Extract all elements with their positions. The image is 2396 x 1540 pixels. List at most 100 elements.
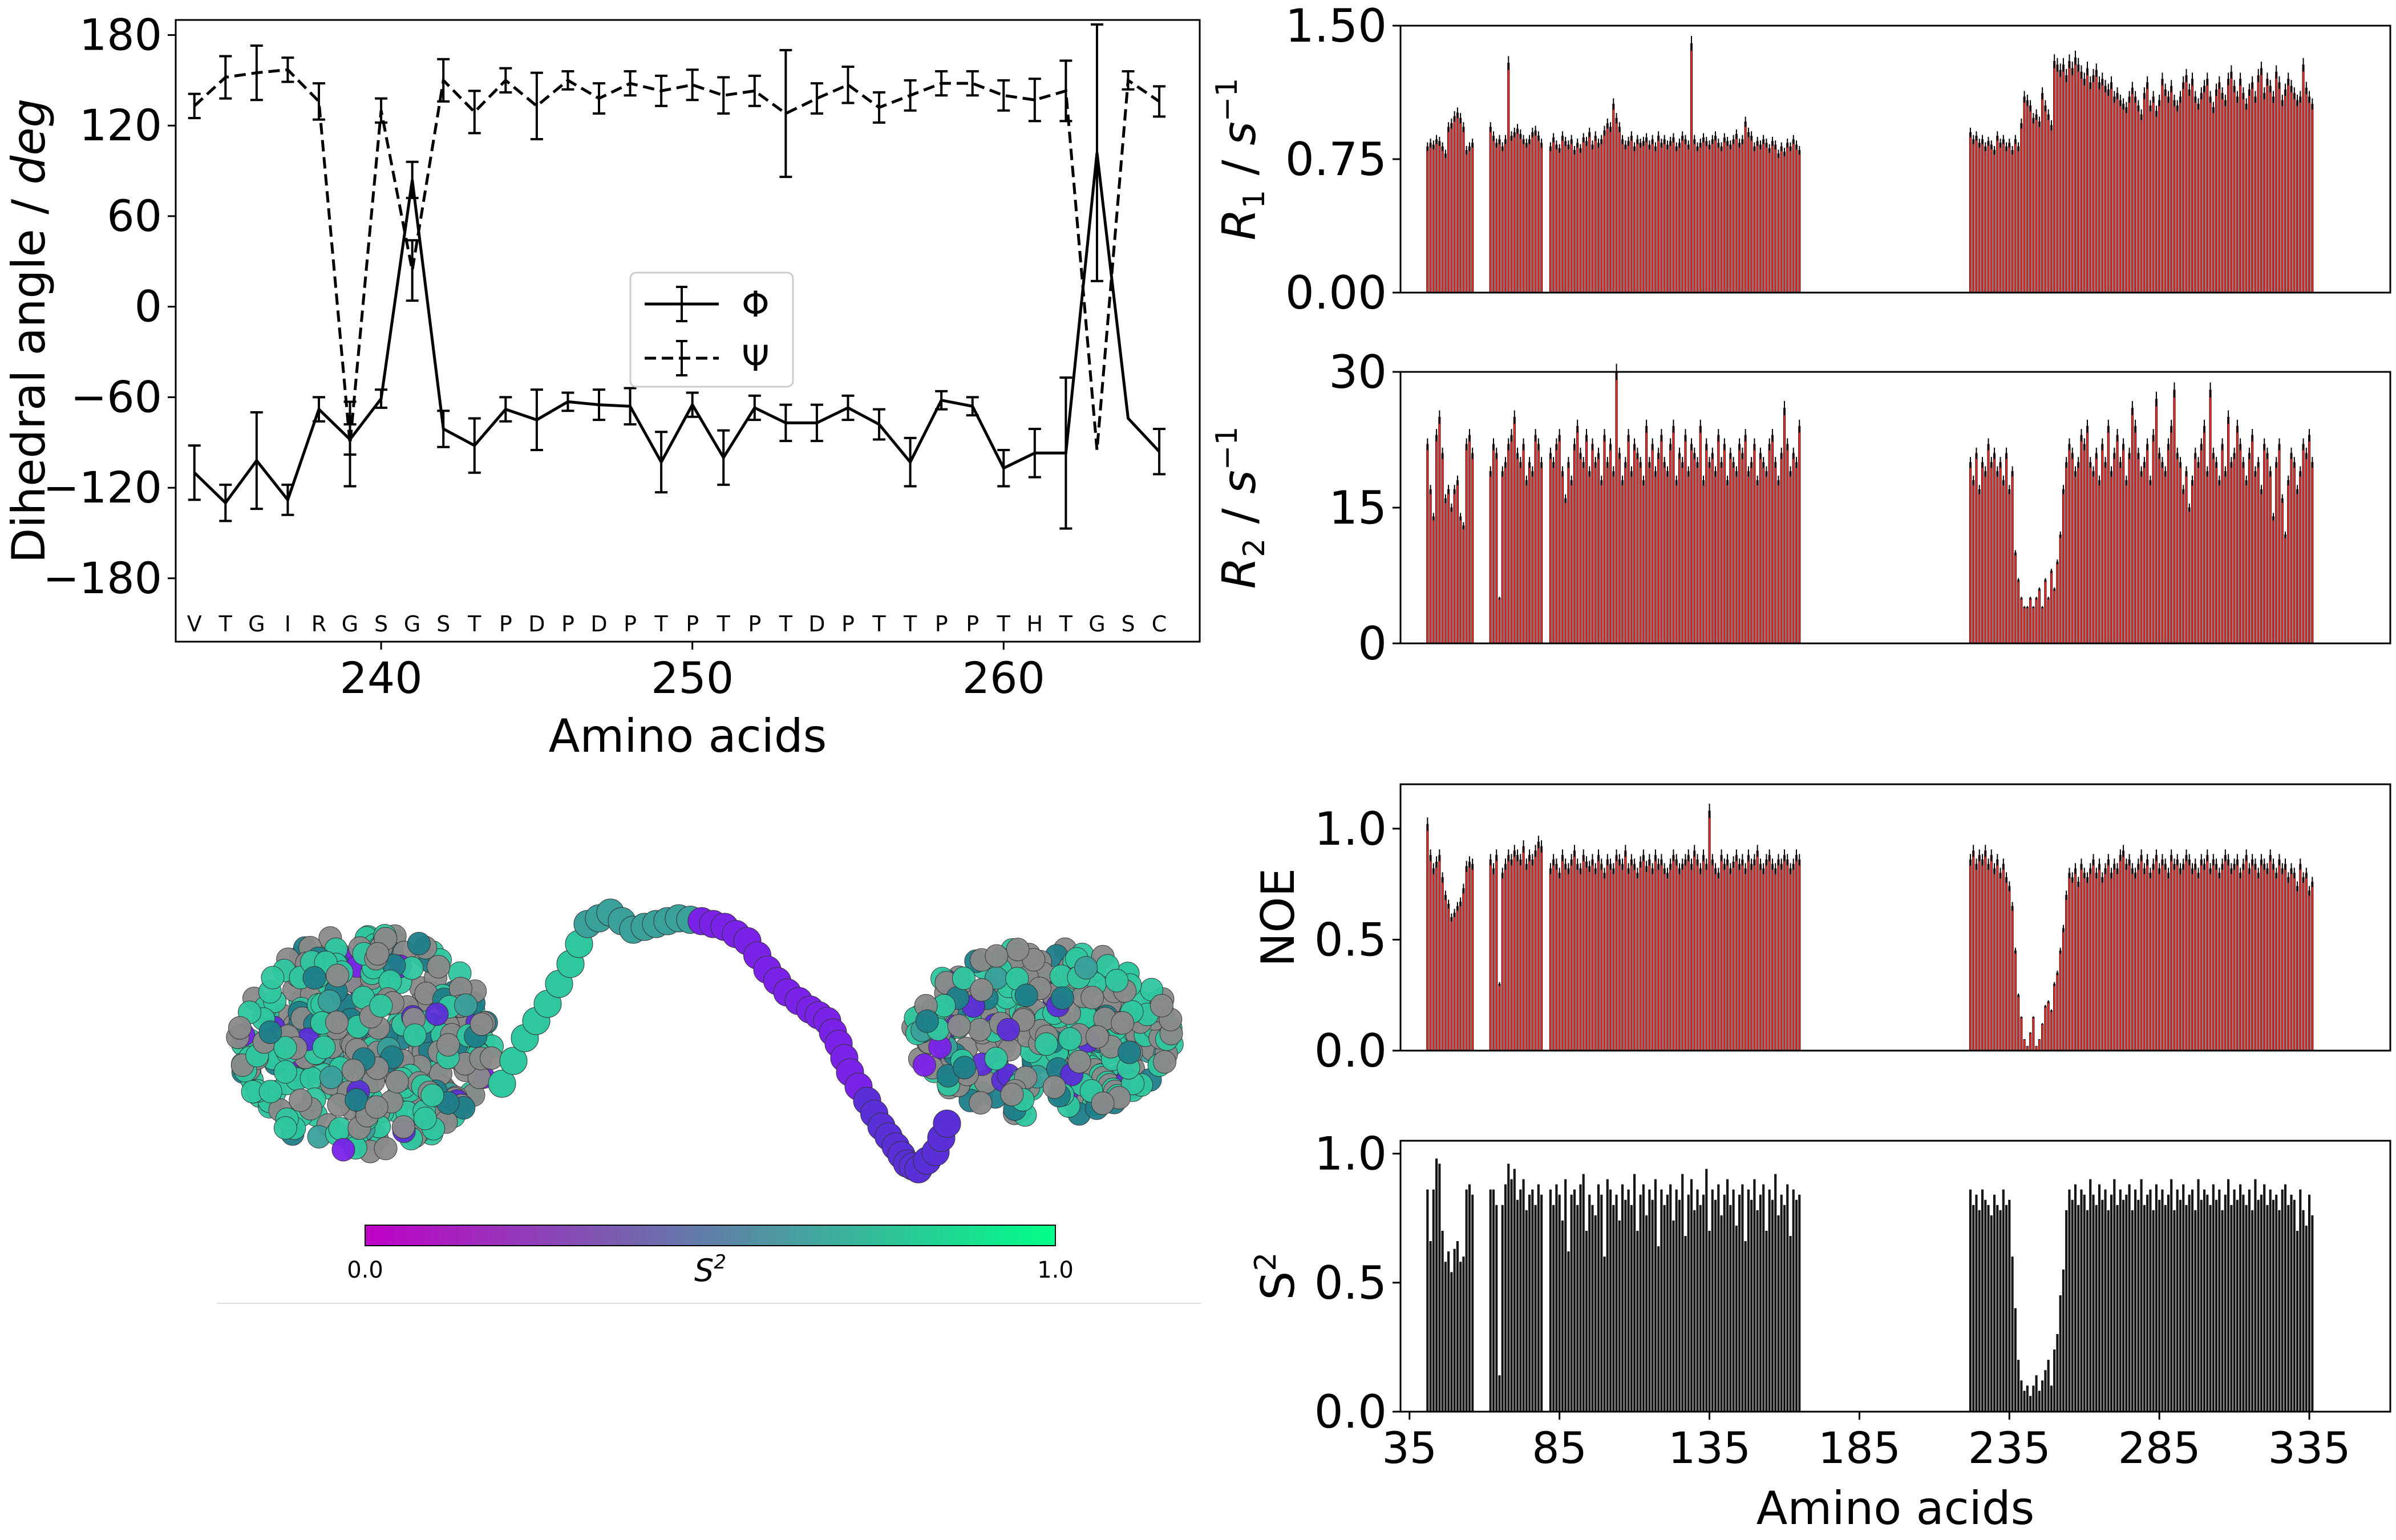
bar bbox=[2188, 859, 2191, 1051]
bar bbox=[2185, 75, 2188, 293]
bar bbox=[2182, 82, 2185, 293]
bar bbox=[2053, 983, 2056, 1051]
bar bbox=[2134, 96, 2137, 293]
colorbar-gradient bbox=[365, 1225, 1056, 1246]
bar bbox=[1759, 453, 1762, 644]
residue-letter: P bbox=[624, 611, 637, 637]
bar bbox=[1618, 1220, 1621, 1412]
plot-frame bbox=[1399, 1140, 2391, 1413]
bar bbox=[2140, 1179, 2143, 1412]
bar bbox=[2029, 1032, 2032, 1051]
bar bbox=[1795, 462, 1798, 644]
bar bbox=[1990, 855, 1993, 1051]
bar bbox=[1711, 139, 1714, 293]
bar bbox=[1783, 152, 1786, 293]
y-tick-label: 180 bbox=[79, 9, 162, 60]
bar bbox=[2155, 855, 2158, 1051]
bar bbox=[1513, 1169, 1516, 1412]
y-tick-label: −60 bbox=[71, 371, 162, 422]
atom bbox=[302, 966, 326, 990]
bar bbox=[1660, 435, 1663, 644]
bar bbox=[1531, 859, 1534, 1051]
plot-frame bbox=[1399, 25, 2391, 294]
bar bbox=[2248, 453, 2251, 644]
bar bbox=[2311, 881, 2314, 1051]
bar bbox=[1612, 471, 1615, 644]
bar bbox=[1648, 859, 1651, 1051]
bar bbox=[1450, 507, 1453, 644]
bar bbox=[2074, 868, 2077, 1051]
bar bbox=[1534, 130, 1537, 293]
bar bbox=[1597, 453, 1600, 644]
residue-letter: T bbox=[779, 611, 793, 637]
bar bbox=[1498, 1375, 1501, 1412]
y-tick-label: 0.75 bbox=[1285, 133, 1387, 186]
bar bbox=[1507, 855, 1510, 1051]
bar bbox=[1432, 516, 1435, 644]
bar bbox=[2119, 462, 2122, 644]
bar bbox=[2062, 928, 2065, 1051]
bar bbox=[2230, 1205, 2233, 1412]
residue-letter: T bbox=[872, 611, 886, 637]
bar bbox=[2050, 570, 2053, 644]
bar bbox=[2128, 453, 2131, 644]
residue-letter: D bbox=[590, 611, 607, 637]
chain-atom bbox=[933, 1109, 961, 1138]
atom bbox=[947, 1014, 971, 1038]
bar bbox=[2179, 868, 2182, 1051]
bar bbox=[1780, 453, 1783, 644]
bar bbox=[2149, 1189, 2152, 1412]
bar bbox=[2143, 93, 2146, 293]
bar bbox=[2194, 1210, 2197, 1412]
bar bbox=[2200, 444, 2203, 644]
y-tick-label: −180 bbox=[43, 553, 162, 603]
bar bbox=[2107, 89, 2110, 293]
atom bbox=[1150, 994, 1173, 1018]
bar bbox=[1447, 489, 1450, 644]
atom bbox=[953, 1056, 977, 1080]
bar bbox=[1525, 480, 1528, 644]
bar bbox=[1489, 859, 1492, 1051]
bar bbox=[1789, 868, 1792, 1051]
bar bbox=[1429, 143, 1432, 293]
bar bbox=[1645, 1215, 1648, 1412]
bar bbox=[1432, 868, 1435, 1051]
atom bbox=[984, 1047, 1008, 1071]
bar bbox=[1714, 868, 1717, 1051]
bar bbox=[1660, 143, 1663, 293]
bar bbox=[1462, 1257, 1465, 1412]
bar bbox=[1438, 1164, 1441, 1412]
bar bbox=[2089, 868, 2092, 1051]
bar bbox=[1579, 453, 1582, 644]
phi-series-line bbox=[193, 152, 1160, 505]
bar bbox=[2068, 1189, 2071, 1412]
bar bbox=[1576, 425, 1579, 644]
bar bbox=[1444, 895, 1447, 1051]
bar bbox=[1540, 462, 1543, 644]
bar bbox=[1651, 444, 1654, 644]
bar bbox=[1561, 136, 1564, 293]
bar bbox=[2119, 855, 2122, 1051]
bar bbox=[1537, 444, 1540, 644]
bar bbox=[1510, 435, 1513, 644]
bar bbox=[2254, 96, 2257, 293]
bar bbox=[2236, 1199, 2239, 1412]
bar bbox=[1984, 146, 1987, 293]
bar bbox=[2278, 444, 2281, 644]
bar bbox=[2275, 462, 2278, 644]
bar bbox=[1981, 1189, 1984, 1412]
bar bbox=[2134, 873, 2137, 1051]
bar bbox=[1489, 471, 1492, 644]
bar bbox=[1795, 144, 1798, 293]
protein-structure-image bbox=[226, 898, 1184, 1184]
bar bbox=[2122, 444, 2125, 644]
bar bbox=[1798, 425, 1801, 644]
bar bbox=[1618, 453, 1621, 644]
bar bbox=[2038, 1039, 2041, 1051]
bar bbox=[2239, 1184, 2242, 1412]
bar bbox=[1573, 850, 1576, 1051]
bar bbox=[2008, 489, 2011, 644]
bar bbox=[2209, 96, 2212, 293]
bar bbox=[2116, 1205, 2119, 1412]
bar bbox=[2266, 868, 2269, 1051]
